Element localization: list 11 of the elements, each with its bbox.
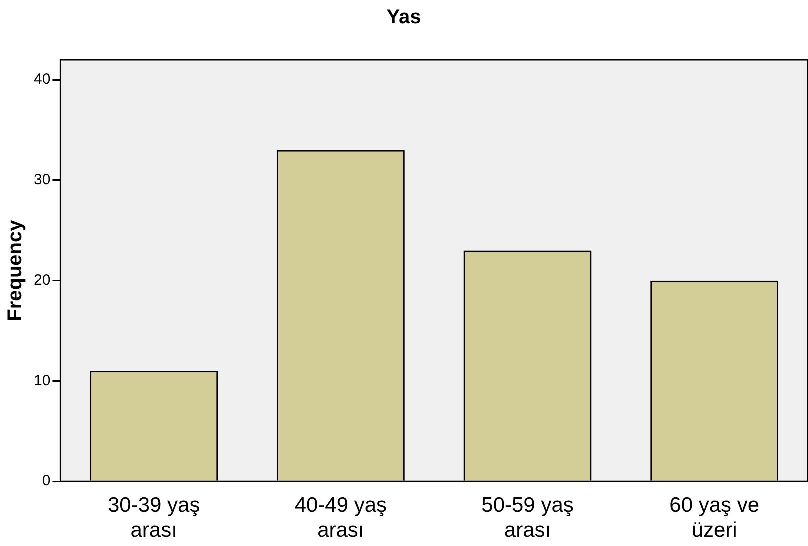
x-tick-label: 40-49 yaş arası	[294, 494, 388, 542]
y-tick-label: 0	[42, 472, 51, 490]
x-tick-label: 50-59 yaş arası	[482, 494, 574, 542]
x-tick-label: 60 yaş ve üzeri	[670, 494, 760, 542]
y-tick-label: 30	[34, 172, 51, 189]
x-tick-label: 30-39 yaş arası	[108, 494, 200, 542]
y-tick-label: 20	[34, 272, 51, 289]
y-tick-label: 10	[34, 372, 51, 390]
y-axis-title: Frequency	[4, 219, 27, 322]
y-tick-label: 40	[34, 71, 51, 88]
chart-title: Yas	[386, 6, 422, 29]
